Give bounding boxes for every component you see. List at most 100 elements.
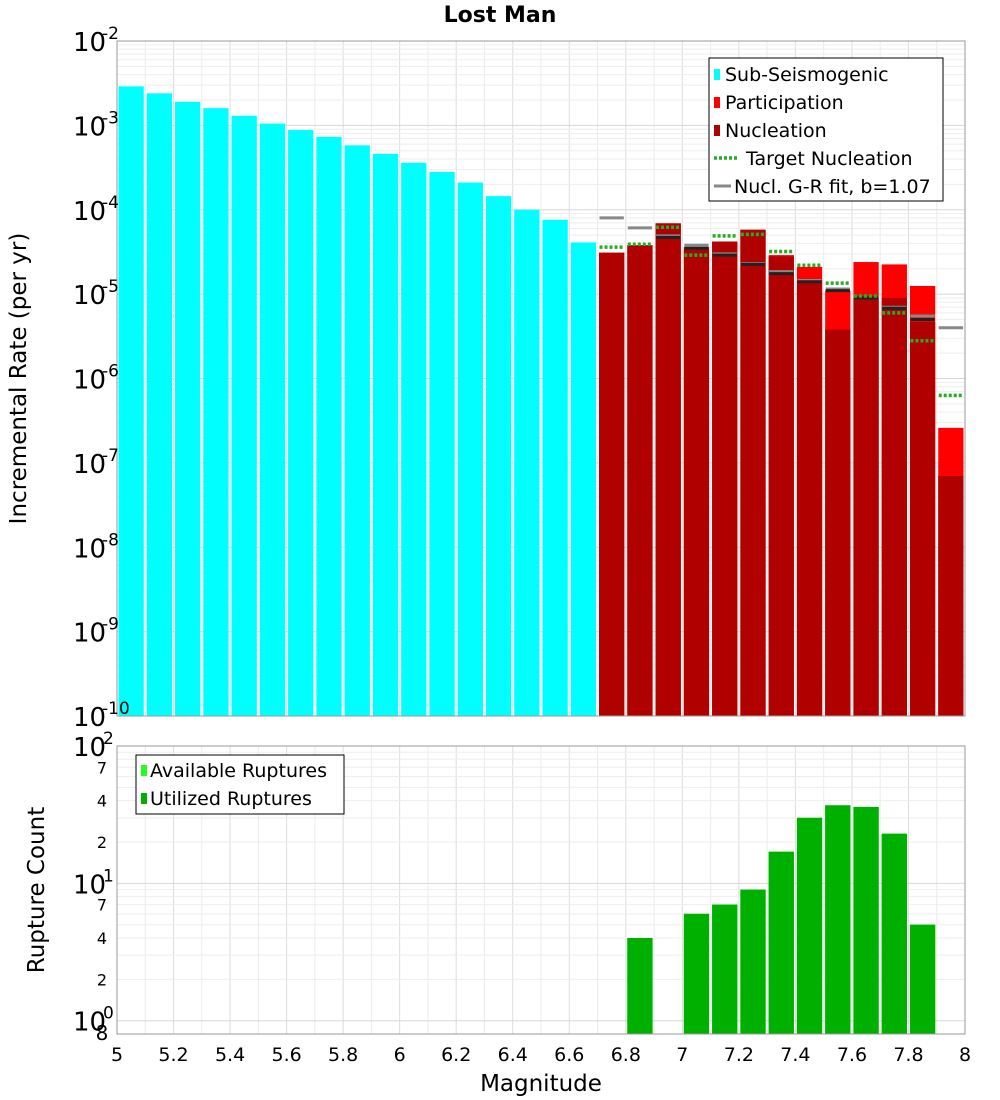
y-tick-label: 10-7 <box>73 446 119 480</box>
bottom-legend: Available Ruptures Utilized Ruptures <box>135 754 345 815</box>
bar-nucleation <box>655 223 681 716</box>
bar-nucleation <box>768 256 794 716</box>
y-tick-label: 10-9 <box>73 615 119 649</box>
bar-sub-seismogenic <box>344 145 370 717</box>
top-panel-grid <box>116 41 966 717</box>
bar-utilized-ruptures <box>683 913 710 1034</box>
bar-nucleation <box>796 279 823 716</box>
x-tick-label: 7.4 <box>780 1044 810 1066</box>
x-tick-labels: 5 5.2 5.4 5.6 5.8 6 6.2 6.4 6.6 6.8 7 7.2 7.4 7.6 7.8 8 <box>111 1044 971 1066</box>
bar-sub-seismogenic <box>146 93 173 716</box>
y-tick-exponent: -8 <box>102 530 119 550</box>
top-panel-bars <box>118 86 964 717</box>
x-tick-label: 6.8 <box>611 1044 641 1066</box>
bar-nucleation <box>853 297 879 716</box>
x-tick-label: 7.2 <box>724 1044 754 1066</box>
legend-entry: Available Ruptures <box>141 760 327 782</box>
legend-box <box>135 754 345 815</box>
legend-label: Target Nucleation <box>745 148 913 170</box>
bar-utilized-ruptures <box>853 806 879 1034</box>
x-tick-label: 5.2 <box>158 1044 188 1066</box>
bar-sub-seismogenic <box>175 101 201 716</box>
y-tick-exponent: 0 <box>103 1004 114 1024</box>
bar-utilized-ruptures <box>712 904 738 1034</box>
legend-label: Nucl. G-R fit, b=1.07 <box>734 176 931 198</box>
top-panel-markers <box>599 216 963 398</box>
bar-utilized-ruptures <box>796 817 823 1034</box>
y-tick-exponent: -7 <box>102 446 119 466</box>
y-tick-base: 10 <box>73 366 106 396</box>
legend-entry: Nucleation <box>714 120 827 142</box>
x-tick-label: 7.8 <box>893 1044 923 1066</box>
y-tick-exponent: -5 <box>102 277 119 297</box>
y-tick-base: 10 <box>73 450 106 480</box>
bar-sub-seismogenic <box>570 242 597 716</box>
bar-nucleation <box>599 252 625 716</box>
y-minor-tick-label: 2 <box>97 970 107 989</box>
bar-nucleation <box>627 245 653 717</box>
bar-utilized-ruptures <box>909 924 936 1034</box>
bar-nucleation <box>938 475 964 716</box>
legend-label: Nucleation <box>725 120 827 142</box>
x-tick-label: 6.4 <box>498 1044 528 1066</box>
y-tick-exponent: 2 <box>103 729 114 749</box>
legend-label: Available Ruptures <box>150 760 327 782</box>
y-tick-base: 10 <box>73 281 106 311</box>
bar-nucleation <box>909 321 936 716</box>
bar-sub-seismogenic <box>288 130 314 717</box>
x-tick-label: 5.4 <box>215 1044 245 1066</box>
y-tick-exponent: -4 <box>102 193 119 213</box>
y-tick-exponent: -9 <box>102 615 119 635</box>
bar-sub-seismogenic <box>429 172 455 716</box>
legend-swatch <box>714 125 720 136</box>
legend-swatch <box>714 97 720 108</box>
legend-swatch <box>141 793 147 804</box>
y-tick-label: 10-8 <box>73 530 119 564</box>
bottom-panel-bars <box>627 805 936 1034</box>
y-tick-exponent: -6 <box>102 362 119 382</box>
legend-entry: Sub-Seismogenic <box>714 64 889 86</box>
y-minor-tick-label: 4 <box>97 929 107 948</box>
bar-sub-seismogenic <box>542 219 568 717</box>
legend-label: Sub-Seismogenic <box>725 64 889 86</box>
y-tick-base: 10 <box>73 733 106 763</box>
x-axis-label: Magnitude <box>480 1071 602 1097</box>
x-tick-label: 5 <box>111 1044 123 1066</box>
bar-utilized-ruptures <box>768 851 794 1034</box>
y-tick-label: 10-10 <box>73 699 130 733</box>
y-tick-base: 10 <box>73 619 106 649</box>
legend-box <box>708 57 944 202</box>
top-y-tick-labels: 10-210-310-410-510-610-710-810-910-10 <box>73 24 130 733</box>
legend-entry: Target Nucleation <box>714 148 913 170</box>
legend-entry: Nucl. G-R fit, b=1.07 <box>714 176 931 198</box>
top-legend: Sub-Seismogenic Participation Nucleation Ta… <box>708 57 944 202</box>
y-tick-label: 101 <box>73 866 114 900</box>
bar-sub-seismogenic <box>118 86 144 716</box>
chart-title: Lost Man <box>444 3 557 28</box>
top-panel-frame <box>116 40 966 717</box>
y-tick-label: 10-4 <box>73 193 119 227</box>
bar-sub-seismogenic <box>231 115 257 716</box>
x-tick-label: 6 <box>394 1044 406 1066</box>
x-tick-label: 6.6 <box>554 1044 584 1066</box>
legend-entry: Utilized Ruptures <box>141 788 312 810</box>
bar-sub-seismogenic <box>485 196 512 716</box>
legend-swatch <box>714 69 720 80</box>
legend-label: Participation <box>725 92 844 114</box>
bar-nucleation <box>740 229 766 717</box>
y-tick-label: 10-3 <box>73 108 119 142</box>
bar-utilized-ruptures <box>881 833 907 1034</box>
bar-sub-seismogenic <box>457 182 483 716</box>
y-tick-label: 10-5 <box>73 277 119 311</box>
y-tick-base: 10 <box>73 112 106 142</box>
bar-sub-seismogenic <box>259 123 286 716</box>
x-tick-label: 8 <box>959 1044 971 1066</box>
bar-sub-seismogenic <box>316 136 342 717</box>
y-tick-base: 10 <box>73 703 106 733</box>
y-tick-label: 102 <box>73 729 114 763</box>
bottom-panel-frame <box>116 745 966 1035</box>
bar-nucleation <box>712 241 738 717</box>
y-minor-tick-label: 2 <box>97 833 107 852</box>
y-tick-label: 10-2 <box>73 24 119 58</box>
